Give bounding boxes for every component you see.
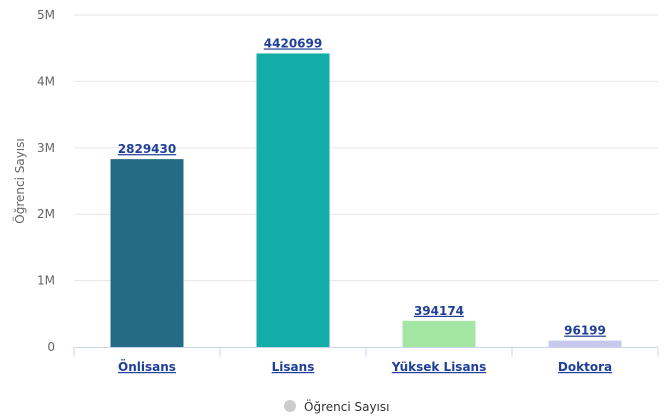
legend[interactable]: Öğrenci Sayısı (284, 398, 389, 414)
data-label[interactable]: 4420699 (264, 36, 322, 50)
bar-doktora[interactable] (548, 340, 622, 347)
data-labels: 2829430 4420699 394174 96199 (118, 36, 606, 337)
y-axis-label: Öğrenci Sayısı (11, 138, 27, 223)
data-label[interactable]: 96199 (564, 324, 606, 338)
category-label[interactable]: Önlisans (118, 359, 176, 374)
bar-lisans[interactable] (256, 53, 330, 348)
y-tick-label: 0 (47, 340, 55, 354)
legend-label[interactable]: Öğrenci Sayısı (304, 398, 389, 414)
category-label[interactable]: Yüksek Lisans (391, 360, 486, 374)
y-tick-label: 1M (37, 274, 55, 288)
category-label[interactable]: Doktora (558, 360, 612, 374)
legend-marker (284, 400, 296, 412)
data-label[interactable]: 2829430 (118, 142, 176, 156)
category-label[interactable]: Lisans (272, 360, 315, 374)
y-axis-ticks: 0 1M 2M 3M 4M 5M (37, 8, 55, 354)
x-axis-tick-marks (73, 347, 659, 357)
y-tick-label: 4M (37, 74, 55, 88)
y-tick-label: 5M (37, 8, 55, 22)
y-tick-label: 2M (37, 207, 55, 221)
y-tick-label: 3M (37, 141, 55, 155)
data-label[interactable]: 394174 (414, 304, 464, 318)
bar-önlisans[interactable] (110, 159, 184, 347)
bar-yüksek-lisans[interactable] (402, 320, 476, 347)
bars (110, 53, 622, 348)
category-labels: Önlisans Lisans Yüksek Lisans Doktora (118, 359, 612, 374)
